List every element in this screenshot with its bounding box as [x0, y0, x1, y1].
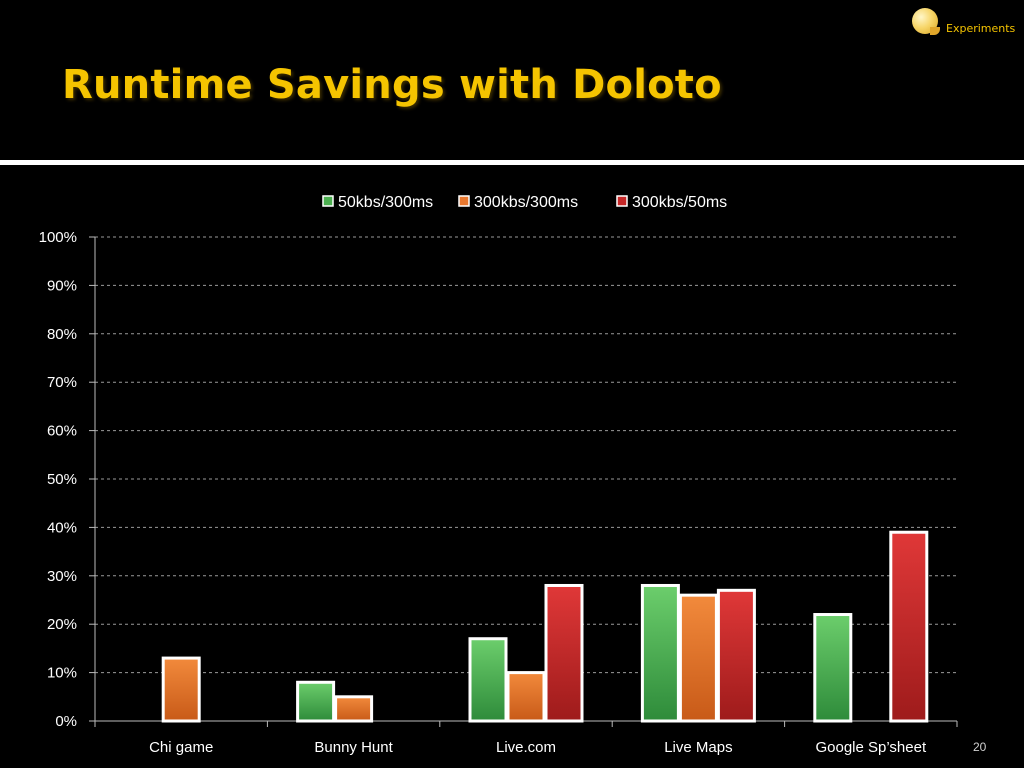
speech-bubble-icon — [912, 8, 940, 35]
section-label: Experiments — [946, 22, 1016, 35]
y-tick-label: 80% — [47, 326, 77, 343]
y-tick-label: 70% — [47, 374, 77, 391]
bar — [334, 695, 374, 723]
y-tick-label: 30% — [47, 568, 77, 585]
slide-title: Runtime Savings with Doloto — [62, 62, 722, 108]
bar — [640, 583, 680, 723]
y-tick-label: 20% — [47, 616, 77, 633]
x-tick-label: Live.com — [496, 739, 556, 756]
bar — [678, 593, 718, 723]
legend-swatch — [616, 195, 628, 207]
gridlines — [95, 236, 957, 674]
bar — [889, 530, 929, 723]
legend-swatch — [458, 195, 470, 207]
x-tick-label: Live Maps — [664, 739, 732, 756]
bar — [296, 680, 336, 723]
bar — [161, 656, 201, 723]
bar — [506, 671, 546, 723]
slide-number: 20 — [973, 740, 987, 754]
y-tick-label: 0% — [55, 713, 77, 730]
bar — [716, 588, 756, 723]
x-tick-label: Bunny Hunt — [314, 739, 393, 756]
section-badge: Experiments — [912, 8, 1022, 38]
legend-label: 300kbs/300ms — [474, 194, 578, 211]
legend: 50kbs/300ms 300kbs/300ms 300kbs/50ms — [322, 194, 727, 211]
bar — [468, 637, 508, 723]
legend-label: 300kbs/50ms — [632, 194, 727, 211]
x-tick-label: Google Sp’sheet — [815, 739, 926, 756]
legend-swatch — [322, 195, 334, 207]
bar — [544, 583, 584, 723]
y-tick-label: 90% — [47, 277, 77, 294]
title-divider — [0, 160, 1024, 165]
bars — [161, 530, 929, 723]
y-tick-label: 100% — [39, 229, 77, 246]
x-tick-label: Chi game — [149, 739, 213, 756]
y-tick-label: 40% — [47, 519, 77, 536]
y-tick-label: 60% — [47, 423, 77, 440]
y-tick-label: 10% — [47, 665, 77, 682]
bar — [813, 613, 853, 723]
y-tick-label: 50% — [47, 471, 77, 488]
legend-label: 50kbs/300ms — [338, 194, 433, 211]
axes: 0% 10% 20% 30% 40% 50% 60% 70% 80% 90% 100% Chi gam… — [39, 229, 958, 756]
